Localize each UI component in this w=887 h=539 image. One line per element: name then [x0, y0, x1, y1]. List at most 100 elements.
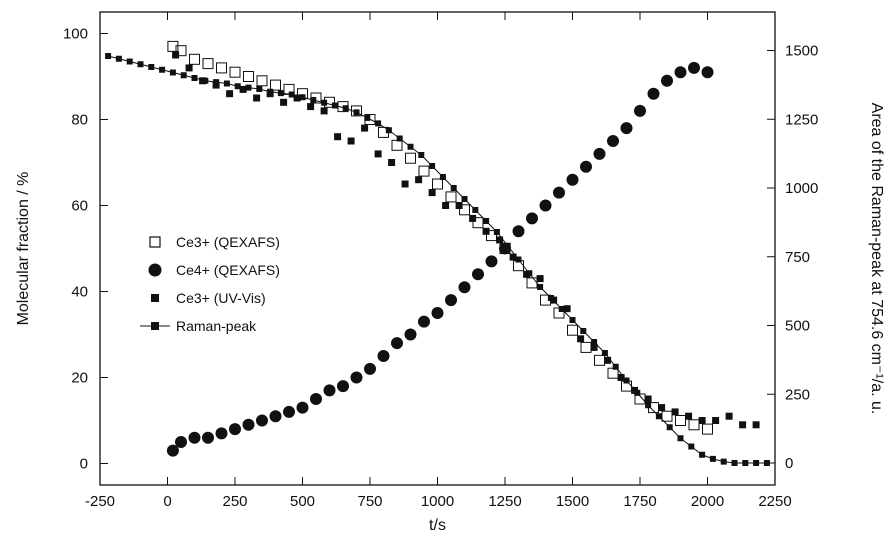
- legend-marker-open-square: [149, 236, 161, 248]
- data-point: [293, 94, 301, 102]
- data-point: [391, 337, 403, 350]
- data-point: [591, 339, 598, 345]
- series-3: [105, 53, 770, 466]
- axis-ticks: -250 0 250 500 750 1000 1250 1500 1750 2000 225002…: [63, 12, 818, 510]
- data-point: [256, 75, 268, 87]
- data-point: [299, 94, 306, 101]
- data-point: [310, 97, 317, 103]
- data-point: [580, 328, 587, 334]
- data-point: [526, 212, 538, 225]
- data-point: [439, 174, 446, 180]
- data-point: [226, 90, 234, 98]
- data-point: [580, 160, 592, 173]
- data-point: [243, 71, 254, 82]
- data-point: [666, 424, 673, 431]
- data-point: [189, 53, 200, 65]
- data-point: [323, 384, 336, 397]
- data-point: [229, 423, 241, 436]
- data-point: [483, 218, 490, 224]
- legend-marker-filled-circle: [148, 263, 162, 277]
- data-point: [188, 431, 201, 444]
- y-tick-label: 80: [71, 112, 88, 129]
- data-point: [675, 415, 686, 426]
- x-tick-label: 1000: [421, 493, 454, 510]
- legend-label: Ce3+ (UV-Vis): [176, 290, 266, 306]
- data-point: [166, 444, 179, 457]
- data-point: [612, 363, 619, 370]
- data-point: [566, 173, 579, 186]
- data-point: [429, 163, 436, 169]
- data-point: [472, 207, 479, 213]
- legend-marker-filled-square: [151, 322, 159, 330]
- data-point: [688, 61, 700, 74]
- data-point: [407, 143, 414, 150]
- data-point: [126, 58, 133, 65]
- y2-tick-label: 750: [785, 249, 810, 266]
- data-point: [377, 350, 390, 362]
- data-point: [396, 135, 403, 142]
- data-point: [245, 84, 252, 91]
- legend-label: Ce4+ (QEXAFS): [176, 262, 280, 278]
- data-point: [644, 395, 652, 403]
- data-point: [283, 405, 295, 418]
- data-point: [547, 295, 554, 301]
- x-tick-label: 250: [222, 493, 247, 510]
- data-point: [213, 79, 220, 86]
- data-point: [137, 61, 144, 68]
- data-point: [385, 127, 392, 134]
- data-point: [418, 315, 430, 328]
- data-point: [428, 189, 436, 197]
- y2-tick-label: 0: [785, 455, 793, 472]
- data-point: [685, 412, 693, 420]
- legend-label: Raman-peak: [176, 318, 257, 334]
- data-point: [688, 443, 695, 450]
- x-tick-label: 0: [163, 493, 171, 510]
- data-point: [623, 377, 630, 384]
- data-point: [742, 460, 749, 466]
- data-point: [658, 404, 666, 412]
- data-point: [701, 66, 714, 79]
- data-point: [702, 423, 713, 435]
- data-point: [482, 227, 490, 235]
- data-point: [661, 74, 673, 87]
- data-point: [239, 85, 247, 93]
- data-point: [167, 40, 179, 52]
- data-point: [763, 460, 770, 466]
- data-point: [415, 176, 423, 184]
- data-point: [496, 236, 504, 244]
- data-point: [234, 83, 241, 90]
- data-point: [753, 460, 760, 466]
- legend-item-ce4-qexafs: Ce4+ (QEXAFS): [148, 262, 280, 278]
- data-point: [526, 270, 533, 277]
- data-point: [655, 413, 662, 420]
- legend: Ce3+ (QEXAFS) Ce4+ (QEXAFS) Ce3+ (UV-Vis…: [136, 228, 309, 340]
- legend-marker-filled-square: [151, 294, 159, 302]
- data-point: [563, 305, 571, 313]
- data-point: [607, 135, 619, 147]
- data-point: [148, 64, 155, 70]
- data-point: [512, 225, 525, 238]
- data-point: [256, 86, 263, 92]
- data-point: [459, 204, 470, 216]
- data-point: [229, 66, 241, 78]
- data-point: [455, 202, 463, 209]
- data-point: [105, 53, 112, 59]
- data-point: [472, 217, 484, 229]
- data-point: [331, 102, 338, 109]
- data-point: [388, 159, 396, 166]
- data-point: [539, 199, 552, 212]
- data-marks: [105, 40, 770, 466]
- data-point: [310, 393, 322, 405]
- data-point: [594, 354, 605, 366]
- data-point: [270, 79, 281, 91]
- data-point: [280, 98, 288, 106]
- data-point: [493, 229, 500, 235]
- data-point: [223, 80, 230, 87]
- data-point: [593, 147, 606, 160]
- data-point: [321, 99, 328, 106]
- data-point: [185, 64, 193, 72]
- y-tick-label: 20: [71, 370, 88, 387]
- data-point: [159, 66, 166, 73]
- x-axis-label: t/s: [429, 517, 446, 534]
- data-point: [645, 402, 652, 409]
